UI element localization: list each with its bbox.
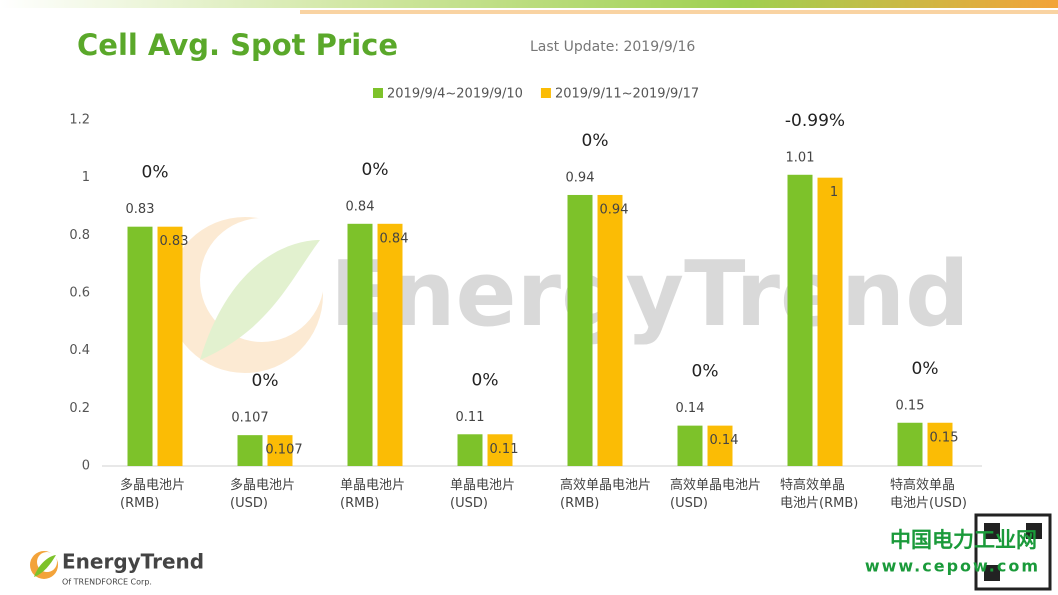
logo-leaf — [34, 555, 56, 577]
x-tick-label: 高效单晶电池片(USD) — [670, 477, 761, 511]
change-annotation: 0% — [912, 359, 939, 379]
bar — [127, 226, 153, 466]
y-tick-label: 0.4 — [69, 343, 90, 358]
legend-swatch — [373, 88, 383, 98]
y-tick-label: 1.2 — [69, 113, 90, 128]
x-tick-label: 多晶电池片(USD) — [230, 477, 295, 511]
x-tick-label: 单晶电池片(USD) — [450, 478, 515, 511]
value-label: 0.14 — [676, 401, 705, 416]
y-tick-label: 0.8 — [69, 228, 90, 243]
watermark-group: EnergyTrend — [167, 217, 970, 373]
logo-tagline: Of TRENDFORCE Corp. — [62, 578, 152, 587]
chart-title: Cell Avg. Spot Price — [77, 28, 398, 62]
value-label: 0.83 — [126, 202, 155, 217]
bar — [347, 223, 373, 466]
bar — [707, 425, 733, 466]
bar — [897, 422, 923, 466]
bar — [787, 174, 813, 467]
value-label: 0.107 — [231, 411, 268, 426]
watermark-logo-cut — [200, 218, 324, 342]
change-annotation: 0% — [472, 370, 499, 390]
bar — [377, 223, 403, 466]
change-annotation: 0% — [252, 371, 279, 391]
change-annotation: 0% — [582, 131, 609, 151]
bar — [267, 435, 293, 466]
value-label: 0.11 — [456, 410, 485, 425]
y-tick-label: 0 — [82, 459, 90, 474]
value-label: 0.84 — [380, 231, 409, 246]
legend-label: 2019/9/4~2019/9/10 — [387, 87, 523, 102]
qr-block — [984, 565, 1000, 581]
qr-block — [1026, 523, 1042, 539]
value-label: 0.94 — [600, 202, 629, 217]
value-label: 1 — [830, 185, 838, 200]
bar — [237, 435, 263, 466]
legend-label: 2019/9/11~2019/9/17 — [555, 87, 699, 102]
value-label: 1.01 — [786, 150, 815, 165]
x-tick-label: 单晶电池片(RMB) — [340, 478, 405, 511]
change-annotation: 0% — [362, 160, 389, 180]
y-tick-label: 0.2 — [69, 401, 90, 416]
bar — [677, 425, 703, 466]
value-label: 0.14 — [710, 433, 739, 448]
bar — [927, 422, 953, 466]
watermark-logo — [167, 217, 323, 373]
subtitle: Last Update: 2019/9/16 — [530, 39, 695, 55]
value-label: 0.15 — [930, 430, 959, 445]
bar — [817, 177, 843, 466]
value-label: 0.107 — [265, 443, 302, 458]
y-tick-label: 0.6 — [69, 286, 90, 301]
top-stripe — [0, 0, 1058, 8]
x-tick-label: 特高效单晶电池片(RMB) — [780, 477, 858, 511]
top-stripe-2 — [300, 10, 1058, 14]
value-label: 0.83 — [160, 234, 189, 249]
bar — [597, 194, 623, 466]
x-tick-label: 特高效单晶电池片(USD) — [890, 477, 967, 511]
change-annotation: -0.99% — [785, 111, 845, 131]
value-label: 0.15 — [896, 398, 925, 413]
watermark-leaf — [200, 240, 320, 360]
value-label: 0.84 — [346, 199, 375, 214]
legend-swatch — [540, 88, 551, 98]
bar — [487, 434, 513, 466]
x-tick-label: 多晶电池片(RMB) — [120, 477, 185, 511]
footer-site: 中国电力工业网 — [890, 528, 1037, 552]
watermark-text: EnergyTrend — [330, 242, 970, 347]
logo-name: EnergyTrend — [62, 550, 204, 574]
change-annotation: 0% — [692, 362, 719, 382]
value-label: 0.11 — [490, 442, 519, 457]
bar — [457, 434, 483, 466]
qr-block — [984, 523, 1000, 539]
x-tick-label: 高效单晶电池片(RMB) — [560, 477, 651, 511]
y-tick-label: 1 — [82, 170, 90, 185]
bar — [157, 226, 183, 466]
change-annotation: 0% — [142, 163, 169, 183]
footer-url: www.cepow.com — [865, 557, 1040, 576]
value-label: 0.94 — [566, 170, 595, 185]
logo: EnergyTrend Of TRENDFORCE Corp. — [30, 550, 204, 587]
bar — [567, 194, 593, 466]
